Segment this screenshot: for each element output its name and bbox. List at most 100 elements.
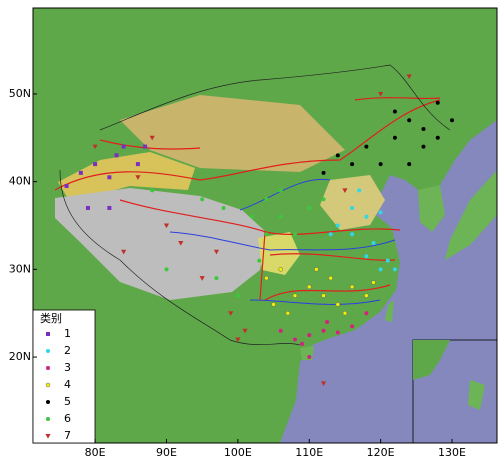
legend-label: 2 — [64, 344, 71, 357]
marker-circle — [214, 276, 219, 281]
marker-circle — [407, 162, 412, 167]
legend-label: 3 — [64, 361, 71, 374]
marker-circle — [328, 232, 333, 237]
marker-circle — [46, 349, 50, 353]
legend-label: 5 — [64, 395, 71, 408]
marker-triangle — [178, 241, 184, 246]
marker-circle — [278, 267, 283, 272]
marker-circle — [378, 210, 383, 215]
marker-triangle — [135, 175, 141, 180]
marker-triangle — [378, 91, 384, 97]
y-tick-label: 40N — [9, 175, 31, 188]
marker-circle — [435, 100, 440, 105]
x-tick-label: 100E — [224, 446, 252, 459]
marker-circle — [392, 267, 397, 272]
legend-box — [32, 309, 96, 444]
tarim — [58, 152, 195, 202]
marker-square — [121, 144, 126, 149]
marker-circle — [350, 324, 355, 329]
marker-circle — [350, 232, 355, 237]
marker-triangle — [235, 337, 241, 343]
marker-triangle — [92, 144, 98, 150]
marker-square — [143, 144, 148, 149]
marker-triangle — [45, 434, 51, 439]
inset-islands — [468, 380, 485, 410]
marker-circle — [200, 197, 205, 202]
marker-circle — [364, 214, 369, 219]
marker-circle — [378, 162, 383, 167]
plain — [320, 175, 385, 230]
marker-triangle — [320, 381, 327, 386]
marker-circle — [264, 197, 269, 202]
axes: 80E 90E 100E 110E 120E 130E 20N 30N 40N 50N — [9, 87, 466, 459]
marker-circle — [335, 153, 340, 158]
marker-circle — [250, 214, 255, 219]
marker-circle — [300, 341, 305, 346]
marker-square — [85, 205, 90, 210]
marker-circle — [285, 310, 291, 316]
marker-circle — [307, 284, 312, 290]
marker-triangle — [213, 249, 220, 255]
marker-circle — [164, 267, 169, 272]
marker-circle — [364, 144, 369, 149]
marker-circle — [257, 258, 262, 263]
marker-square — [114, 153, 119, 158]
legend: 类别 1 2 3 4 5 6 7 — [32, 309, 96, 444]
marker-circle — [307, 355, 312, 360]
marker-circle — [321, 197, 326, 202]
legend-title: 类别 — [40, 311, 62, 325]
marker-square — [135, 162, 140, 167]
marker-triangle — [406, 74, 412, 80]
marker-circle — [371, 241, 376, 246]
marker-circle — [364, 254, 369, 259]
marker-circle — [349, 284, 355, 290]
marker-circle — [450, 118, 455, 123]
marker-circle — [421, 127, 426, 132]
marker-square — [107, 175, 112, 180]
frame — [32, 7, 498, 444]
legend-label: 7 — [64, 429, 71, 442]
marker-circle — [371, 280, 376, 285]
points — [64, 74, 455, 386]
marker-circle — [335, 302, 341, 307]
y-tick-label: 50N — [9, 87, 31, 100]
marker-circle — [435, 135, 440, 140]
marker-circle — [314, 267, 319, 272]
marker-circle — [350, 205, 355, 210]
marker-circle — [307, 205, 312, 210]
legend-label: 1 — [64, 327, 71, 340]
river — [169, 178, 396, 305]
marker-circle — [278, 214, 283, 219]
marker-triangle — [163, 223, 170, 229]
marker-circle — [46, 417, 50, 421]
marker-triangle — [121, 249, 127, 255]
marker-circle — [307, 333, 312, 338]
terrain — [33, 8, 497, 443]
marker-circle — [378, 267, 383, 272]
marker-circle — [407, 118, 412, 123]
marker-circle — [46, 366, 50, 370]
marker-circle — [46, 400, 50, 404]
legend-label: 6 — [64, 412, 71, 425]
marker-circle — [321, 293, 326, 298]
marker-circle — [421, 144, 426, 149]
marker-circle — [221, 205, 226, 210]
x-tick-label: 110E — [295, 446, 323, 459]
marker-triangle — [342, 188, 348, 194]
marker-circle — [321, 328, 326, 333]
inset-land — [413, 340, 450, 380]
marker-circle — [292, 232, 297, 237]
japan — [445, 170, 497, 260]
marker-circle — [385, 258, 390, 263]
marker-circle — [325, 319, 330, 324]
marker-circle — [392, 109, 397, 114]
marker-circle — [342, 310, 348, 316]
marker-circle — [364, 293, 369, 298]
marker-square — [93, 162, 98, 167]
korea — [418, 185, 445, 232]
x-tick-label: 90E — [156, 446, 177, 459]
marker-triangle — [149, 135, 155, 141]
marker-triangle — [199, 276, 205, 281]
marker-circle — [321, 170, 326, 175]
